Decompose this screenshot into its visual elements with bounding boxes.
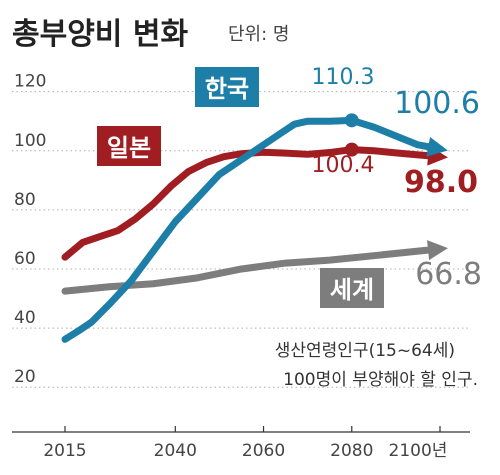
y-tick-60: 60 — [14, 249, 36, 269]
badge-korea — [195, 67, 259, 107]
end-label-korea: 100.6 — [394, 86, 480, 121]
y-tick-120: 120 — [14, 72, 46, 92]
series-line-japan — [61, 146, 444, 261]
marker-label-japan: 100.4 — [312, 153, 375, 178]
marker-japan — [344, 142, 359, 157]
chart-title: 총부양비 변화 — [12, 17, 188, 52]
marker-korea — [344, 113, 359, 128]
unit-label: 단위: 명 — [228, 24, 289, 45]
series-arrow-korea — [426, 136, 448, 157]
x-tick-2040: 2040 — [154, 441, 197, 461]
x-tick-2060: 2060 — [242, 441, 285, 461]
series-line-korea — [61, 116, 444, 343]
y-axis-ticks: 20 40 60 80 100 120 — [14, 72, 46, 388]
badge-japan — [97, 126, 161, 166]
series-arrow-world — [427, 240, 448, 261]
end-label-japan: 98.0 — [404, 165, 478, 200]
x-tick-2100: 2100년 — [389, 441, 448, 461]
y-tick-80: 80 — [14, 190, 36, 210]
y-tick-40: 40 — [14, 308, 36, 328]
badge-japan-label: 일본 — [107, 134, 151, 162]
annotation-note: 생산연령인구(15~64세) 100명이 부양해야 할 인구. — [275, 341, 478, 390]
y-tick-100: 100 — [14, 131, 46, 151]
x-axis-ticks: 2015 2040 2060 2080 2100년 — [12, 426, 470, 461]
marker-label-korea: 110.3 — [312, 65, 375, 90]
badge-world — [320, 268, 384, 308]
badge-korea-label: 한국 — [205, 75, 249, 103]
end-label-world: 66.8 — [415, 257, 482, 292]
y-tick-20: 20 — [14, 367, 36, 387]
badge-world-label: 세계 — [330, 276, 374, 304]
x-tick-2015: 2015 — [43, 441, 86, 461]
series-lines — [61, 113, 448, 343]
x-tick-2080: 2080 — [330, 441, 373, 461]
annotation-line-1: 생산연령인구(15~64세) — [275, 341, 455, 361]
annotation-line-2: 100명이 부양해야 할 인구. — [283, 370, 478, 390]
